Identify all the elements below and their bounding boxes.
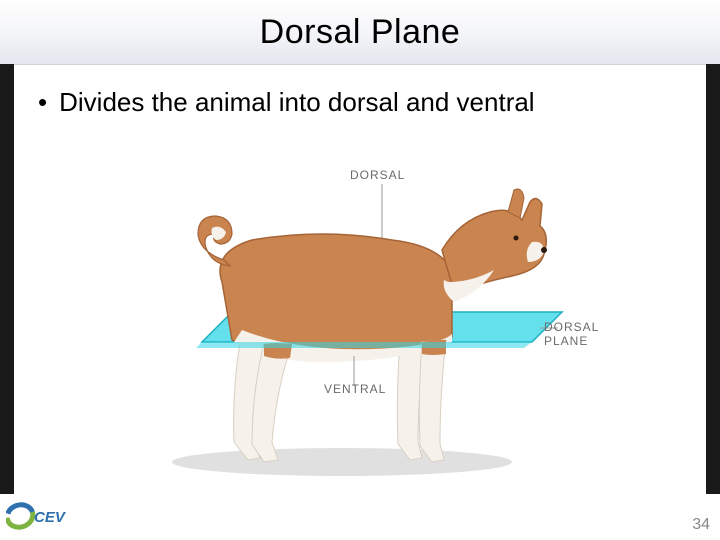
figure: DORSAL VENTRAL DORSAL PLANE xyxy=(92,142,628,492)
title-bar: Dorsal Plane xyxy=(0,0,720,65)
page-number: 34 xyxy=(692,516,710,534)
body-area: • Divides the animal into dorsal and ven… xyxy=(14,64,706,540)
figure-card: DORSAL VENTRAL DORSAL PLANE xyxy=(92,142,628,492)
label-dorsal: DORSAL xyxy=(350,168,405,182)
cev-logo-icon: CEV xyxy=(6,501,70,531)
logo-text: CEV xyxy=(34,509,67,526)
bullet-marker: • xyxy=(38,86,47,118)
slide: Dorsal Plane • Divides the animal into d… xyxy=(0,0,720,540)
left-stripe xyxy=(0,64,14,494)
bullet-text: Divides the animal into dorsal and ventr… xyxy=(59,86,534,118)
cev-logo: CEV xyxy=(6,501,70,536)
right-stripe xyxy=(706,64,720,494)
dorsal-plane-illustration xyxy=(92,142,628,492)
label-ventral: VENTRAL xyxy=(324,382,386,396)
slide-title: Dorsal Plane xyxy=(260,13,461,52)
label-plane: DORSAL PLANE xyxy=(544,320,628,348)
bullet-row: • Divides the animal into dorsal and ven… xyxy=(14,64,706,118)
